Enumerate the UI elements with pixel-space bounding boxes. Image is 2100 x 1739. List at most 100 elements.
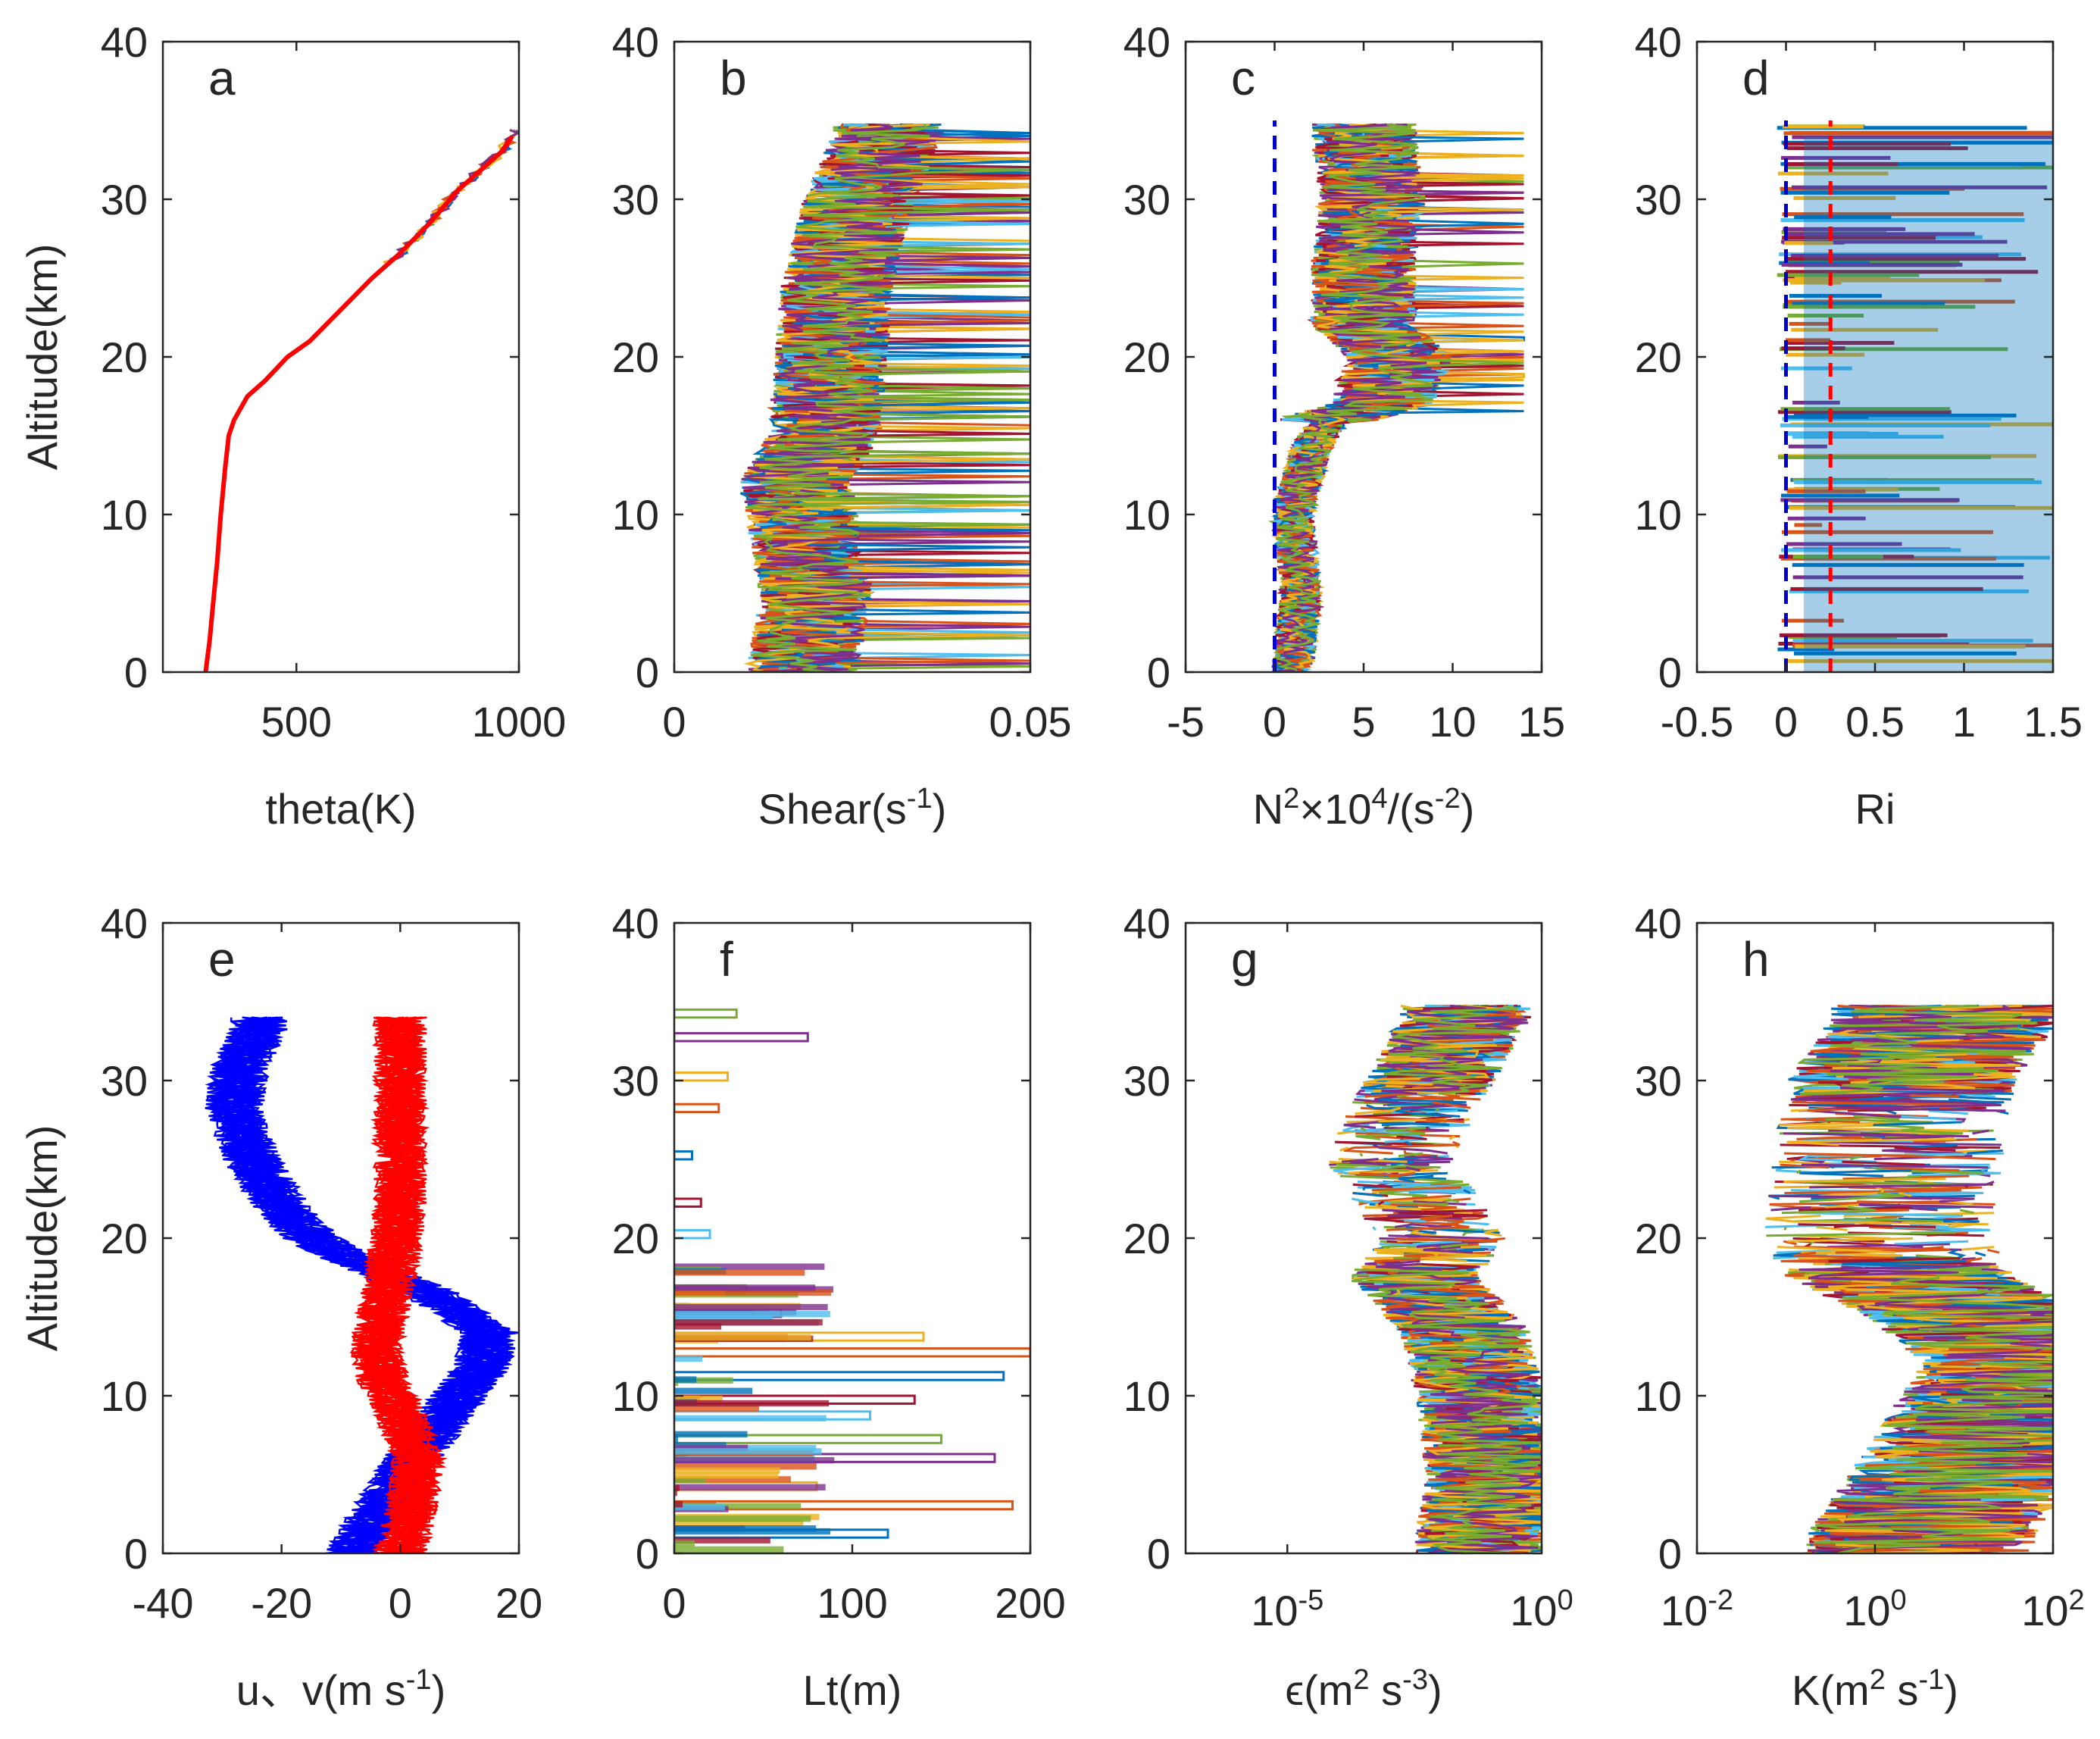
lt-bar <box>674 1434 942 1444</box>
x-tick-base: 10 <box>1251 1587 1298 1634</box>
y-tick-label: 10 <box>101 1372 148 1420</box>
y-tick-label: 40 <box>1123 899 1170 947</box>
x-tick-label: -40 <box>133 1579 194 1627</box>
x-axis-label: K(m2 s-1) <box>1792 1664 1958 1714</box>
profile-trace <box>1343 1004 1542 1553</box>
y-tick-label: 0 <box>1658 649 1682 696</box>
v-trace <box>352 1016 441 1553</box>
y-tick-label: 0 <box>636 649 659 696</box>
x-tick-label: 20 <box>495 1579 542 1627</box>
x-axis-label: Shear(s-1) <box>758 783 947 833</box>
y-tick-label: 30 <box>612 1057 659 1105</box>
y-tick-label: 30 <box>1635 1057 1682 1105</box>
lt-bar <box>674 1263 825 1270</box>
x-tick-label: 10-2 <box>1661 1584 1733 1634</box>
x-axis-label-part: theta(K) <box>265 785 416 833</box>
y-tick-label: 20 <box>1123 1215 1170 1262</box>
x-axis-label-sup: 2 <box>1870 1664 1886 1696</box>
x-axis-label-part: ×10 <box>1299 785 1371 833</box>
y-tick-label: 30 <box>1635 176 1682 224</box>
x-axis-label-part: s <box>1370 1666 1403 1714</box>
y-axis-label: Altitude(km) <box>18 244 66 471</box>
panel-letter: e <box>208 932 236 987</box>
profile-trace <box>1355 1004 1542 1553</box>
x-tick-label: 10-5 <box>1251 1584 1323 1634</box>
lt-bar <box>674 1311 830 1318</box>
y-tick-label: 10 <box>612 491 659 539</box>
x-axis-label-part: ) <box>432 1666 446 1714</box>
y-tick-label: 0 <box>1658 1530 1682 1578</box>
lt-bar <box>674 1303 828 1311</box>
lt-bar <box>674 1472 779 1479</box>
lt-bar <box>674 1371 1005 1381</box>
x-axis-label-part: ) <box>933 785 947 833</box>
x-tick-label: 1000 <box>472 698 567 746</box>
x-tick-label: 200 <box>995 1579 1065 1627</box>
y-tick-label: 10 <box>612 1372 659 1420</box>
y-tick-label: 40 <box>612 18 659 66</box>
y-tick-label: 0 <box>124 1530 148 1578</box>
lt-bar <box>674 1150 693 1161</box>
y-tick-label: 40 <box>1635 18 1682 66</box>
profile-trace <box>1272 123 1524 672</box>
lt-bar <box>674 1008 738 1019</box>
lt-bar <box>674 1540 695 1547</box>
y-tick-label: 30 <box>612 176 659 224</box>
y-tick-label: 30 <box>1123 176 1170 224</box>
panel-letter: c <box>1231 51 1255 105</box>
lt-bar <box>674 1103 720 1114</box>
lt-bar <box>674 1071 729 1082</box>
u-trace <box>207 1016 515 1553</box>
profile-trace <box>1273 123 1524 672</box>
lt-bar <box>674 1376 697 1383</box>
y-tick-label: 40 <box>1635 899 1682 947</box>
lt-bar <box>674 1503 725 1510</box>
lt-bar <box>674 1457 835 1464</box>
x-axis-label-part: N <box>1253 785 1283 833</box>
y-tick-label: 30 <box>1123 1057 1170 1105</box>
y-tick-label: 20 <box>101 333 148 381</box>
x-tick-label: 0 <box>1774 698 1798 746</box>
x-tick-exponent: 2 <box>2069 1584 2085 1616</box>
panel-a: 0 10 20 30 40 500 1000 a theta(K) Altitude(km) <box>18 18 566 833</box>
x-axis-label-sup: -1 <box>1918 1664 1944 1696</box>
x-axis-label: ϵ(m2 s-3) <box>1285 1664 1442 1714</box>
y-tick-label: 10 <box>1123 1372 1170 1420</box>
lt-bar <box>674 1515 811 1522</box>
x-axis-label-sup: -1 <box>907 783 933 815</box>
y-tick-label: 10 <box>1123 491 1170 539</box>
panel-b: 0 10 20 30 40 0 0.05 b Shear(s-1) <box>612 18 1072 833</box>
x-tick-label: 0 <box>389 1579 412 1627</box>
x-tick-base: 10 <box>1843 1587 1890 1634</box>
x-tick-label: 100 <box>1843 1584 1906 1634</box>
profile-trace <box>1766 1004 2053 1553</box>
lt-bar <box>674 1489 677 1497</box>
panel-letter: b <box>720 51 747 105</box>
x-axis-label-sup: -2 <box>1435 783 1461 815</box>
plot-area <box>1329 1004 1542 1553</box>
panel-letter: d <box>1742 51 1770 105</box>
x-axis-label-part: ϵ(m <box>1285 1666 1353 1714</box>
x-tick-label: 0 <box>662 698 686 746</box>
y-tick-label: 40 <box>101 18 148 66</box>
lt-bar <box>674 1387 753 1394</box>
x-axis-label: u、v(m s-1) <box>236 1664 446 1714</box>
panel-letter: a <box>208 51 236 105</box>
lt-bar <box>674 1476 791 1483</box>
profile-trace <box>1351 1004 1542 1553</box>
x-axis-label-sup: 2 <box>1353 1664 1369 1696</box>
lt-bar <box>674 1484 680 1491</box>
lt-bar <box>674 1444 748 1451</box>
y-tick-label: 20 <box>101 1215 148 1262</box>
x-tick-exponent: 0 <box>1891 1584 1907 1616</box>
theta-line <box>203 135 514 672</box>
x-tick-label: 1 <box>1952 698 1976 746</box>
profile-trace <box>1768 1005 2053 1553</box>
y-tick-label: 20 <box>612 333 659 381</box>
x-axis-label-part: Shear(s <box>758 785 907 833</box>
x-axis-label-sup: 4 <box>1371 783 1387 815</box>
panel-f: 0 10 20 30 40 0 100 200 f Lt(m) <box>612 899 1066 1714</box>
